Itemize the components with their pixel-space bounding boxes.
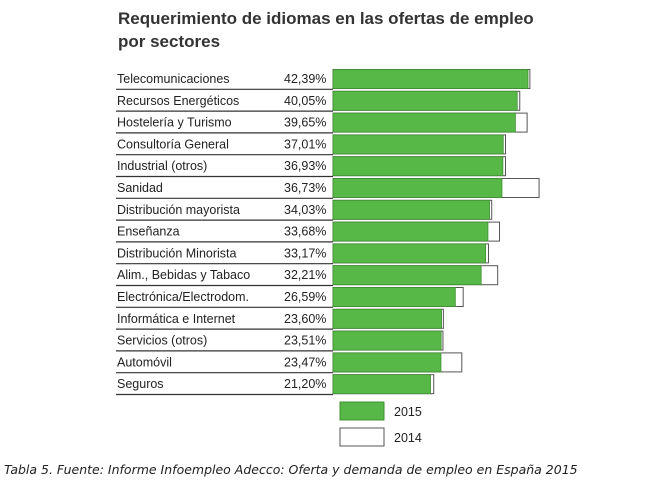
chart-row: Alim., Bebidas y Tabaco 32,21% (116, 265, 499, 287)
bar-2015 (332, 374, 431, 395)
category-label: Electrónica/Electrodom. (117, 290, 249, 304)
chart-row: Servicios (otros) 23,51% (116, 330, 444, 352)
bar-2015 (332, 178, 503, 198)
category-label: Distribución mayorista (117, 203, 240, 217)
category-label: Informática e Internet (117, 312, 236, 326)
chart-row: Enseñanza 33,68% (116, 221, 501, 243)
bar-2015 (332, 90, 518, 111)
legend-2015: 2015 (339, 401, 422, 421)
chart-row: Consultoría General 37,01% (116, 134, 506, 156)
legend-swatch (339, 427, 385, 447)
bar-2015 (332, 69, 529, 89)
bar-2015 (332, 308, 442, 329)
bar-2015 (332, 199, 490, 220)
value-label: 23,51% (284, 334, 326, 348)
chart-row: Recursos Energéticos 40,05% (116, 90, 521, 112)
chart-legend: 2015 2014 (339, 401, 422, 447)
chart-title-line-2: por sectores (118, 32, 220, 51)
category-label: Industrial (otros) (117, 159, 207, 173)
value-label: 32,21% (284, 268, 326, 282)
value-label: 39,65% (284, 116, 326, 130)
chart-row: Industrial (otros) 36,93% (116, 156, 506, 178)
category-label: Automóvil (117, 355, 172, 369)
chart-row: Telecomunicaciones 42,39% (116, 69, 531, 90)
value-label: 23,60% (284, 312, 326, 326)
chart-row: Distribución mayorista 34,03% (116, 199, 493, 221)
value-label: 34,03% (284, 203, 326, 217)
category-label: Seguros (117, 377, 164, 391)
legend-label: 2015 (394, 405, 422, 419)
bar-2015 (332, 112, 516, 133)
category-label: Servicios (otros) (117, 334, 207, 348)
chart-row: Hostelería y Turismo 39,65% (116, 112, 528, 134)
value-label: 26,59% (284, 290, 326, 304)
chart-row: Electrónica/Electrodom. 26,59% (116, 287, 464, 308)
category-label: Consultoría General (117, 137, 229, 151)
category-label: Enseñanza (117, 225, 180, 239)
bar-2015 (332, 287, 456, 307)
legend-swatch (339, 401, 385, 421)
chart-row: Sanidad 36,73% (116, 178, 540, 199)
value-label: 36,93% (284, 159, 326, 173)
value-label: 37,01% (284, 137, 326, 151)
chart-row: Distribución Minorista 33,17% (116, 243, 489, 265)
legend-label: 2014 (394, 431, 422, 445)
bar-chart: Requerimiento de idiomas en las ofertas … (116, 9, 540, 447)
bar-2015 (332, 243, 486, 264)
bar-2015 (332, 330, 442, 351)
value-label: 23,47% (284, 355, 326, 369)
category-label: Distribución Minorista (117, 246, 237, 260)
value-label: 33,17% (284, 246, 326, 260)
chart-row: Seguros 21,20% (116, 374, 435, 396)
value-label: 42,39% (284, 72, 326, 86)
category-label: Hostelería y Turismo (117, 116, 232, 130)
chart-row: Informática e Internet 23,60% (116, 308, 444, 330)
bar-2015 (332, 265, 482, 286)
chart-title-line-1: Requerimiento de idiomas en las ofertas … (118, 9, 534, 28)
chart-rows: Telecomunicaciones 42,39% Recursos Energét… (116, 69, 540, 396)
figure-caption: Tabla 5. Fuente: Informe Infoempleo Adec… (4, 462, 578, 477)
bar-2015 (332, 352, 442, 373)
value-label: 33,68% (284, 225, 326, 239)
category-label: Alim., Bebidas y Tabaco (117, 268, 250, 282)
chart-row: Automóvil 23,47% (116, 352, 463, 374)
bar-2015 (332, 221, 489, 242)
chart-title: Requerimiento de idiomas en las ofertas … (118, 9, 534, 51)
category-label: Sanidad (117, 181, 163, 195)
bar-2015 (332, 134, 504, 155)
value-label: 21,20% (284, 377, 326, 391)
bar-2015 (332, 156, 504, 177)
category-label: Recursos Energéticos (117, 94, 239, 108)
category-label: Telecomunicaciones (117, 72, 230, 86)
value-label: 40,05% (284, 94, 326, 108)
legend-2014: 2014 (339, 427, 422, 447)
value-label: 36,73% (284, 181, 326, 195)
